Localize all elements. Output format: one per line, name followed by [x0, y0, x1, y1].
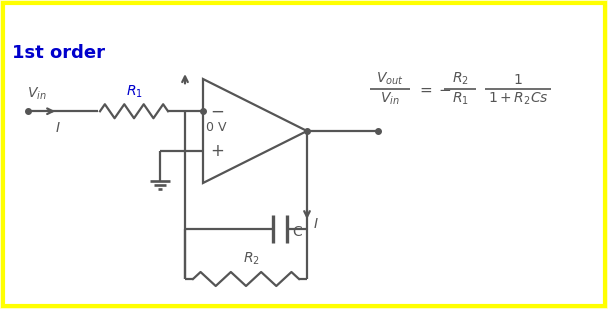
- Text: I: I: [56, 121, 60, 135]
- Text: $R_2$: $R_2$: [243, 251, 260, 267]
- Text: $R_2$: $R_2$: [452, 70, 468, 87]
- Text: $R_1$: $R_1$: [126, 84, 142, 100]
- Text: $1+R_2Cs$: $1+R_2Cs$: [488, 91, 548, 108]
- Text: +: +: [210, 142, 224, 160]
- Text: −: −: [210, 102, 224, 120]
- Text: $V_{in}$: $V_{in}$: [380, 91, 400, 108]
- FancyBboxPatch shape: [3, 3, 605, 306]
- Text: C: C: [292, 225, 302, 239]
- Text: I: I: [314, 217, 318, 231]
- Text: $V_{out}$: $V_{out}$: [376, 70, 404, 87]
- Text: $V_{in}$: $V_{in}$: [27, 86, 47, 102]
- Text: $= -$: $= -$: [417, 82, 452, 96]
- Text: 1st order: 1st order: [12, 44, 105, 62]
- Text: 0 V: 0 V: [206, 121, 227, 134]
- Text: $1$: $1$: [513, 73, 523, 87]
- Text: $R_1$: $R_1$: [452, 91, 468, 108]
